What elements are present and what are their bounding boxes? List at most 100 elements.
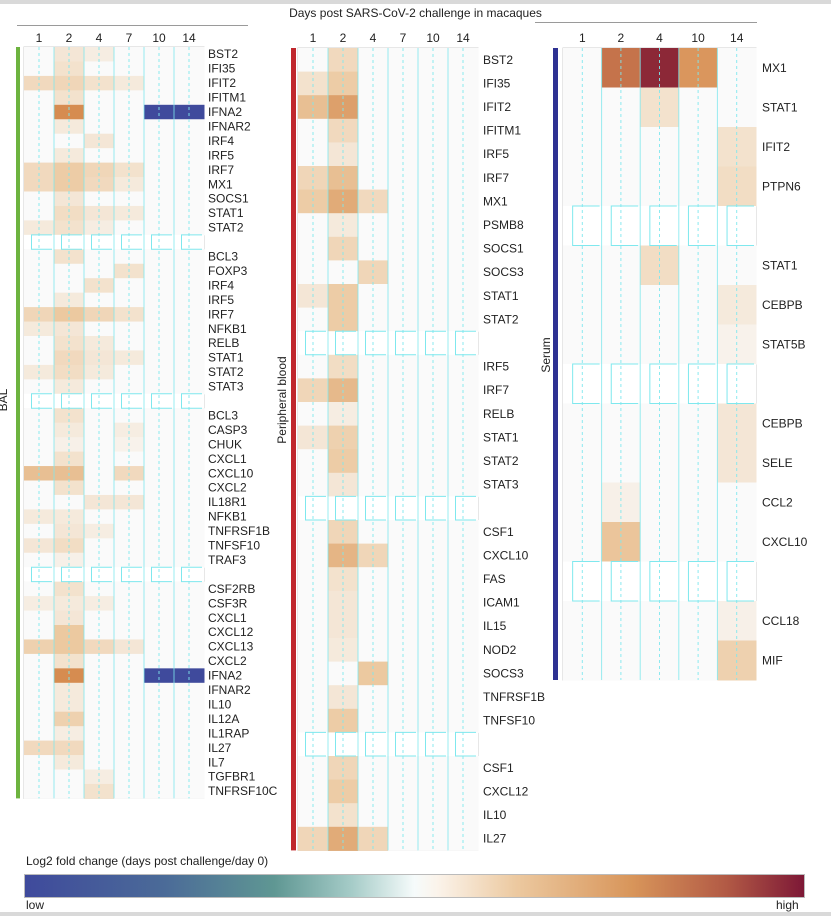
gene-label: CXCL1: [208, 611, 247, 625]
separator-bracket: [305, 330, 326, 356]
heatmap-cell: [174, 278, 205, 294]
heatmap-cell: [144, 740, 175, 756]
heatmap-cell: [54, 697, 85, 713]
gene-label: STAT2: [208, 221, 244, 235]
legend-title: Log2 fold change (days post challenge/da…: [26, 854, 269, 868]
heatmap-cell: [114, 379, 145, 395]
heatmap-cell: [144, 552, 175, 568]
gene-label: IFIT2: [483, 100, 511, 114]
heatmap-cell: [54, 177, 85, 192]
column-tick-label: 4: [96, 31, 103, 45]
separator-bracket: [121, 393, 142, 409]
heatmap-cell: [84, 177, 115, 192]
gene-label: IL1RAP: [208, 726, 249, 740]
heatmap-cell: [84, 61, 115, 77]
heatmap-cell: [84, 422, 115, 438]
heatmap-cell: [144, 278, 175, 294]
gene-label: STAT1: [208, 351, 244, 365]
heatmap-cell: [144, 205, 175, 221]
heatmap-cell: [24, 523, 55, 539]
heatmap-cell: [54, 494, 85, 510]
heatmap-cell: [54, 205, 85, 221]
gene-label: CSF1: [483, 525, 514, 539]
separator-bracket: [305, 731, 326, 757]
heatmap-cell: [114, 133, 145, 149]
gene-label: IL10: [483, 808, 507, 822]
heatmap-cell: [54, 769, 85, 785]
heatmap-cell: [114, 177, 145, 192]
gene-label: TNFSF10: [483, 714, 535, 728]
column-tick-label: 14: [456, 31, 470, 45]
heatmap-cell: [144, 523, 175, 539]
heatmap-cell: [114, 350, 145, 366]
gene-label: IRF7: [483, 171, 509, 185]
heatmap-cell: [174, 422, 205, 438]
separator-bracket: [610, 561, 639, 602]
gene-label: BCL3: [208, 408, 238, 422]
heatmap-cell: [54, 523, 85, 539]
heatmap-cell: [54, 350, 85, 366]
heatmap-cell: [114, 451, 145, 467]
heatmap-cell: [24, 625, 55, 640]
heatmap-cell: [24, 205, 55, 221]
gene-label: CCL18: [762, 614, 800, 628]
gene-label: IFIT2: [208, 76, 236, 90]
gene-label: MX1: [762, 61, 787, 75]
separator-bracket: [31, 393, 52, 409]
legend-high-label: high: [776, 898, 799, 912]
heatmap-cell: [678, 482, 718, 523]
gene-label: PSMB8: [483, 218, 524, 232]
separator-bracket: [121, 566, 142, 583]
separator-bracket: [425, 731, 446, 757]
heatmap-cell: [144, 307, 175, 323]
gene-label: TGFBR1: [208, 770, 256, 784]
panel-color-bar: [16, 47, 20, 799]
gene-label: CXCL1: [208, 452, 247, 466]
gene-label: MIF: [762, 653, 783, 667]
gene-label: STAT2: [483, 454, 519, 468]
heatmap-cell: [563, 482, 603, 523]
gene-label: SOCS1: [208, 192, 249, 206]
gene-label: IL10: [208, 697, 232, 711]
heatmap-cell: [144, 596, 175, 612]
gene-label: IL7: [208, 755, 225, 769]
separator-bracket: [91, 566, 112, 583]
window-bottom-border: [0, 912, 831, 916]
separator-bracket: [572, 205, 600, 246]
gene-label: IRF5: [483, 147, 509, 161]
heatmap-cell: [84, 133, 115, 149]
gene-label: STAT3: [483, 478, 519, 492]
heatmap-cell: [174, 307, 205, 323]
gene-label: IRF7: [208, 163, 234, 177]
gene-label: NOD2: [483, 643, 517, 657]
gene-label: IRF5: [208, 148, 234, 162]
separator-bracket: [151, 234, 172, 250]
heatmap-cell: [174, 249, 205, 265]
chart-title: Days post SARS-CoV-2 challenge in macaqu…: [289, 6, 542, 20]
separator-bracket: [610, 363, 639, 404]
heatmap-cell: [24, 769, 55, 785]
gene-label: CXCL10: [208, 466, 254, 480]
gene-label: CEBPB: [762, 416, 803, 430]
heatmap-cell: [144, 668, 175, 684]
heatmap-cell: [84, 249, 115, 265]
heatmap-cell: [84, 552, 115, 568]
gene-label: TNFRSF1B: [483, 690, 545, 704]
gene-label: CCL2: [762, 495, 793, 509]
separator-bracket: [365, 495, 386, 521]
heatmap-cell: [174, 552, 205, 568]
heatmap-cell: [144, 379, 175, 395]
separator-bracket: [572, 363, 600, 404]
gene-label: BST2: [483, 53, 513, 67]
heatmap-cell: [174, 625, 205, 640]
column-tick-label: 1: [310, 31, 317, 45]
heatmap-cell: [84, 639, 115, 655]
separator-bracket: [181, 566, 202, 583]
gene-label: STAT1: [762, 258, 798, 272]
heatmap-cell: [24, 668, 55, 684]
heatmap-cell: [24, 697, 55, 713]
separator-bracket: [395, 731, 416, 757]
heatmap-cell: [54, 552, 85, 568]
heatmap-cell: [54, 278, 85, 294]
